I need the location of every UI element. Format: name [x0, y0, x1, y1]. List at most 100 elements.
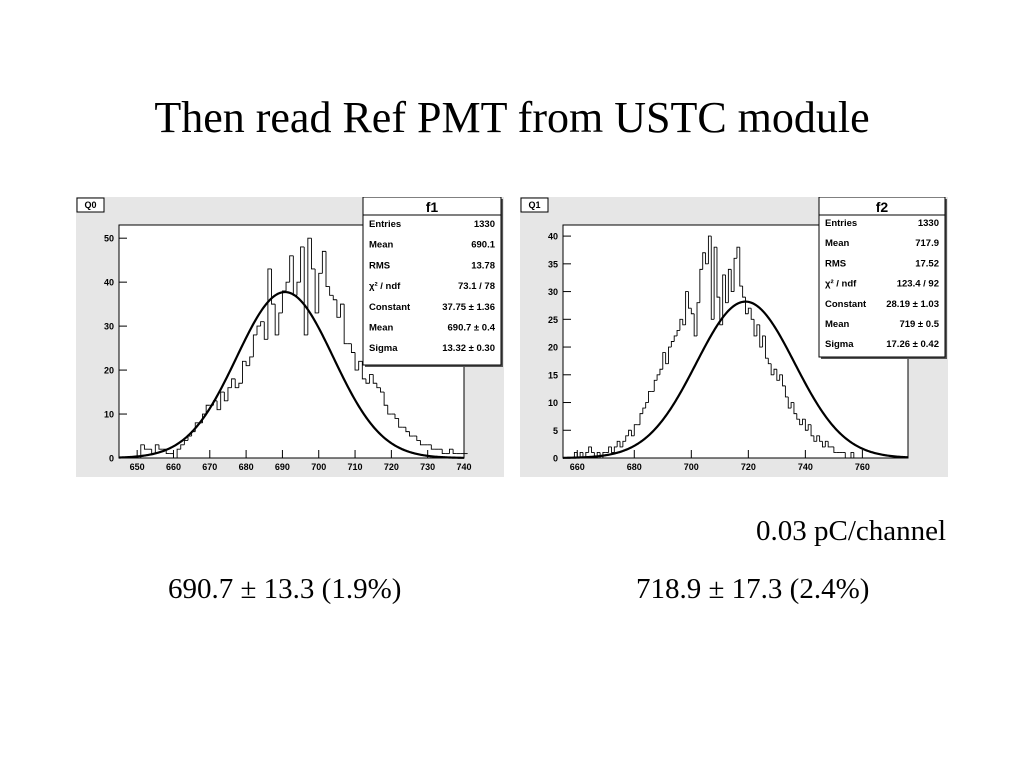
histogram-bin [705, 252, 709, 265]
histogram-bin [725, 274, 729, 304]
histogram-bin [665, 352, 669, 365]
stats-box: f1 Entries 1330 Mean 690.1 RMS 13.78 χ² / ndf 73… [362, 197, 503, 367]
result-right-pm: ± [708, 573, 725, 605]
stats-row-label: Mean [369, 323, 393, 334]
histogram-bin [267, 268, 272, 340]
histogram-bin [790, 402, 794, 409]
histogram-bin [311, 238, 316, 270]
histogram-bin [613, 446, 618, 453]
result-left-sigma: 13.3 [263, 573, 315, 605]
histogram-bin [296, 281, 301, 296]
slide-title: Then read Ref PMT from USTC module [154, 93, 870, 142]
histogram-bin [387, 405, 392, 415]
histogram-bin [810, 424, 814, 437]
histogram-bin [802, 418, 806, 425]
histogram-bin [180, 444, 185, 450]
histogram-bin [591, 446, 595, 453]
histogram-bin [759, 324, 763, 348]
histogram-bin [372, 374, 377, 384]
stats-row-label: χ² / ndf [369, 281, 401, 292]
histogram-bin [238, 382, 243, 388]
gaussian-fit-curve [118, 290, 465, 459]
histogram-bin [819, 435, 823, 442]
histogram-bin [622, 440, 626, 447]
histogram-bin [260, 321, 265, 327]
histogram-bin [608, 446, 612, 453]
histogram-bin [730, 269, 735, 293]
y-tick-label: 0 [553, 454, 558, 464]
result-right-value: 718.9 [636, 573, 702, 605]
y-tick-label: 5 [553, 426, 558, 436]
stats-row-label: χ² / ndf [825, 279, 857, 290]
stats-row-label: RMS [369, 260, 390, 271]
histogram-bin [653, 379, 658, 392]
stats-row-label: Mean [825, 319, 849, 330]
histogram-bin [263, 321, 268, 340]
y-tick-label: 10 [104, 410, 114, 420]
stats-row-label: Sigma [825, 339, 854, 350]
histogram-label-box [76, 197, 105, 213]
histogram-bin [285, 281, 290, 291]
stats-row-label: Mean [825, 238, 849, 249]
histogram-bin [844, 452, 849, 459]
histogram-bin [719, 297, 723, 326]
histogram-bin [340, 303, 345, 318]
histogram-bin [289, 255, 294, 283]
histogram-bin [452, 449, 457, 455]
stats-row-value: 690.7 ± 0.4 [448, 323, 496, 334]
y-tick-label: 10 [548, 398, 558, 408]
histogram-panel-q0: 0 10 20 30 40 50 650 660 670 680 690 700 710 720 730 74… [76, 197, 504, 477]
histogram-bin [688, 291, 692, 309]
histogram-bin [779, 374, 783, 381]
x-tick-label: 670 [202, 462, 217, 472]
histogram-bin [833, 446, 837, 453]
histogram-bin [727, 268, 732, 303]
y-tick-label: 40 [104, 278, 114, 288]
histogram-bin [742, 286, 746, 298]
histogram-bin [824, 440, 829, 447]
histogram-label: Q0 [84, 200, 96, 210]
histogram-bin [619, 441, 623, 448]
histogram-bin [762, 335, 766, 348]
stats-row-value: 1330 [918, 218, 939, 229]
y-tick-label: 20 [548, 343, 558, 353]
histogram-bin [633, 424, 638, 436]
histogram-bin [430, 444, 435, 450]
stats-row-value: 13.78 [471, 260, 495, 271]
histogram-bin [713, 246, 717, 320]
histogram-bin [673, 335, 678, 342]
y-tick-label: 50 [104, 234, 114, 244]
histogram-bin [579, 452, 583, 458]
histogram-bin [300, 246, 305, 283]
histogram-bin [183, 439, 188, 445]
histogram-bin [676, 329, 680, 336]
histogram-bin [750, 308, 755, 320]
stats-row-value: 719 ± 0.5 [899, 319, 939, 330]
result-left-percent: (1.9%) [321, 573, 402, 605]
histogram-bin [441, 449, 446, 455]
histogram-bin [787, 396, 792, 409]
stats-row-value: 13.32 ± 0.30 [442, 343, 495, 354]
result-left-value: 690.7 [168, 573, 234, 605]
stats-row-value: 73.1 / 78 [458, 281, 495, 292]
histogram-bin [853, 452, 857, 459]
histogram-bin [242, 360, 247, 384]
histogram-bin [639, 413, 643, 425]
histogram-bin [670, 341, 675, 348]
histogram-bin [722, 274, 726, 325]
stats-row-label: Constant [369, 302, 411, 313]
histogram-bin [354, 352, 359, 371]
x-tick-label: 660 [166, 462, 181, 472]
histogram-bin [158, 444, 163, 450]
x-tick-label: 710 [348, 462, 363, 472]
histogram-bin [405, 427, 410, 433]
result-right-sigma: 17.3 [731, 573, 783, 605]
histogram-bin [642, 407, 646, 414]
histogram-bin [380, 387, 385, 393]
histogram-bin [336, 299, 341, 318]
histogram-label-box [520, 197, 549, 213]
histogram-bin [822, 441, 826, 448]
gaussian-fit-curve [562, 300, 909, 459]
histogram-bin [702, 252, 706, 270]
stats-row-label: Entries [369, 219, 401, 230]
